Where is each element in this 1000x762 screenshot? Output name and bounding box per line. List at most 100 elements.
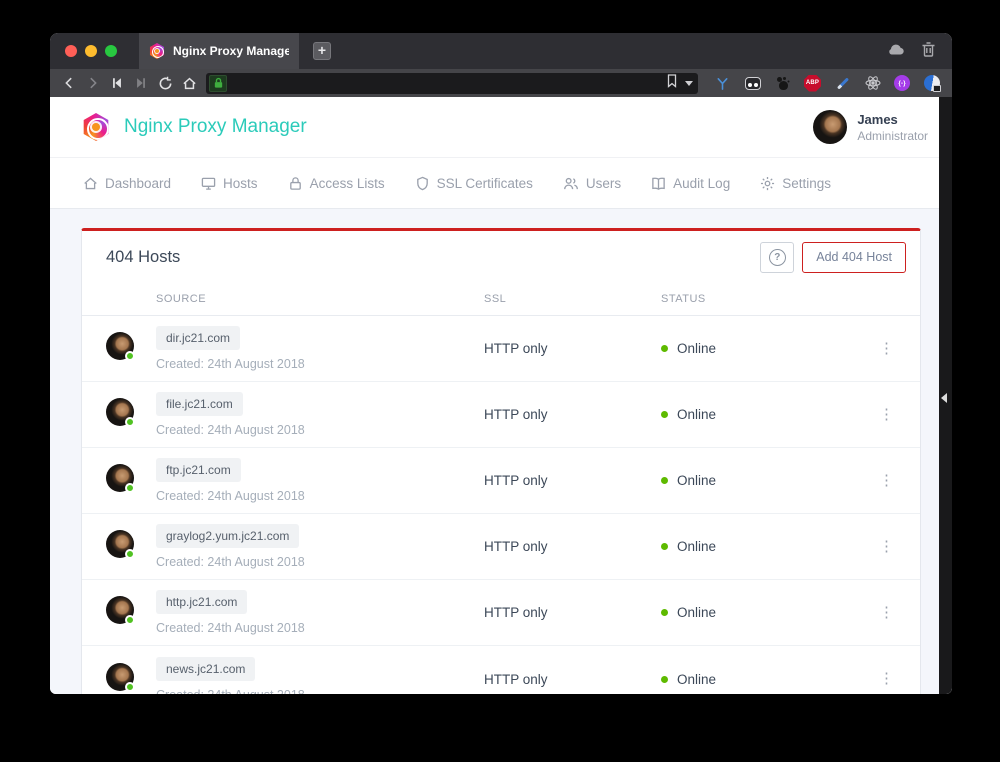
kebab-menu-icon[interactable]: ⋮ (879, 603, 894, 621)
browser-tab[interactable]: Nginx Proxy Manager (139, 33, 299, 69)
table-row: ftp.jc21.com Created: 24th August 2018 H… (82, 448, 920, 514)
incognito-mask-extension-icon[interactable] (744, 75, 761, 92)
presence-dot (125, 681, 135, 692)
owner-avatar (106, 398, 135, 427)
trash-icon[interactable] (921, 41, 936, 62)
status-label: Online (677, 473, 717, 488)
users-icon (563, 177, 578, 189)
owner-avatar (106, 596, 135, 625)
url-bar[interactable] (206, 72, 698, 94)
nav-item-users[interactable]: Users (563, 176, 621, 191)
table-row: http.jc21.com Created: 24th August 2018 … (82, 580, 920, 646)
close-window-button[interactable] (65, 45, 77, 57)
home-icon (84, 176, 97, 189)
status-label: Online (677, 407, 717, 422)
sidebar-collapse-strip[interactable] (939, 97, 952, 694)
column-header-status: STATUS (661, 293, 706, 305)
host-chip[interactable]: graylog2.yum.jc21.com (156, 524, 300, 548)
nav-item-audit-log[interactable]: Audit Log (651, 176, 730, 191)
host-chip[interactable]: dir.jc21.com (156, 326, 241, 350)
ssl-value: HTTP only (484, 473, 548, 488)
skip-forward-icon[interactable] (130, 72, 152, 94)
new-tab-button[interactable]: + (313, 42, 331, 60)
forward-button[interactable] (82, 72, 104, 94)
presence-dot (125, 615, 135, 625)
presence-dot (125, 417, 135, 427)
npm-favicon (149, 43, 165, 59)
skip-back-icon[interactable] (106, 72, 128, 94)
gnu-extension-icon[interactable] (774, 75, 791, 92)
cloud-sync-icon[interactable] (887, 42, 905, 61)
nav-item-settings[interactable]: Settings (760, 176, 831, 191)
extension-icons: ABP {-} (706, 74, 944, 92)
owner-avatar (106, 662, 135, 692)
adblock-plus-extension-icon[interactable]: ABP (804, 74, 821, 92)
kebab-menu-icon[interactable]: ⋮ (879, 670, 894, 687)
gear-icon (761, 176, 775, 190)
owner-avatar (106, 530, 135, 559)
help-button[interactable]: ? (760, 241, 795, 273)
card-header: 404 Hosts ? Add 404 Host (82, 231, 920, 283)
purple-extension-icon[interactable]: {-} (894, 75, 910, 91)
table-row: file.jc21.com Created: 24th August 2018 … (82, 382, 920, 448)
created-date: Created: 24th August 2018 (156, 423, 305, 437)
user-menu[interactable]: James Administrator (813, 110, 928, 144)
ssl-value: HTTP only (484, 605, 548, 620)
presence-dot (125, 483, 135, 493)
bookmark-dropdown-icon[interactable] (685, 80, 693, 86)
status-label: Online (677, 341, 717, 356)
column-header-ssl: SSL (484, 293, 507, 305)
question-icon: ? (768, 248, 786, 266)
nav-item-access-lists[interactable]: Access Lists (288, 176, 385, 191)
main-nav: Dashboard Hosts Access Lists SSL Certifi… (50, 157, 952, 209)
browser-window: Nginx Proxy Manager + (50, 33, 952, 694)
hosts-card: 404 Hosts ? Add 404 Host SOURCE SSL STAT… (81, 228, 921, 694)
shield-icon (416, 176, 428, 190)
ssl-value: HTTP only (484, 671, 548, 687)
table-row: dir.jc21.com Created: 24th August 2018 H… (82, 316, 920, 382)
session-tree-extension-icon[interactable] (714, 75, 731, 92)
user-name: James (857, 112, 898, 128)
nav-item-ssl-certificates[interactable]: SSL Certificates (415, 176, 533, 191)
app-content: Nginx Proxy Manager James Administrator … (50, 97, 952, 694)
monitor-icon (201, 177, 216, 190)
nav-item-dashboard[interactable]: Dashboard (83, 176, 171, 191)
privacy-extension-icon[interactable] (923, 75, 941, 92)
zoom-window-button[interactable] (105, 45, 117, 57)
kebab-menu-icon[interactable]: ⋮ (879, 339, 894, 357)
created-date: Created: 24th August 2018 (156, 489, 305, 503)
page-title: 404 Hosts (106, 247, 181, 266)
host-chip[interactable]: http.jc21.com (156, 590, 248, 614)
nav-item-hosts[interactable]: Hosts (201, 176, 258, 191)
minimize-window-button[interactable] (85, 45, 97, 57)
kebab-menu-icon[interactable]: ⋮ (879, 405, 894, 423)
reload-button[interactable] (154, 72, 176, 94)
kebab-menu-icon[interactable]: ⋮ (879, 471, 894, 489)
presence-dot (125, 549, 135, 559)
react-devtools-extension-icon[interactable] (864, 75, 881, 92)
table-row: news.jc21.com Created: 24th August 2018 … (82, 646, 920, 694)
page-body: 404 Hosts ? Add 404 Host SOURCE SSL STAT… (50, 209, 952, 694)
pen-extension-icon[interactable] (834, 75, 851, 92)
browser-tab-bar: Nginx Proxy Manager + (50, 33, 952, 69)
created-date: Created: 24th August 2018 (156, 621, 305, 635)
table-body: dir.jc21.com Created: 24th August 2018 H… (82, 316, 920, 694)
status-dot (661, 345, 668, 352)
browser-toolbar: ABP {-} (50, 69, 952, 97)
host-chip[interactable]: ftp.jc21.com (156, 458, 241, 482)
owner-avatar (106, 332, 135, 361)
status-label: Online (677, 539, 717, 554)
kebab-menu-icon[interactable]: ⋮ (879, 537, 894, 555)
host-chip[interactable]: file.jc21.com (156, 392, 243, 416)
tab-title: Nginx Proxy Manager (173, 44, 289, 58)
add-404-host-button[interactable]: Add 404 Host (802, 241, 906, 273)
created-date: Created: 24th August 2018 (156, 357, 305, 371)
home-button[interactable] (178, 72, 200, 94)
host-chip[interactable]: news.jc21.com (156, 656, 256, 681)
app-header: Nginx Proxy Manager James Administrator (50, 97, 952, 157)
back-button[interactable] (58, 72, 80, 94)
sidebar-expand-arrow-icon[interactable] (941, 393, 947, 403)
bookmark-icon[interactable] (666, 73, 678, 93)
https-lock-icon[interactable] (209, 74, 227, 92)
status-dot (661, 543, 668, 550)
